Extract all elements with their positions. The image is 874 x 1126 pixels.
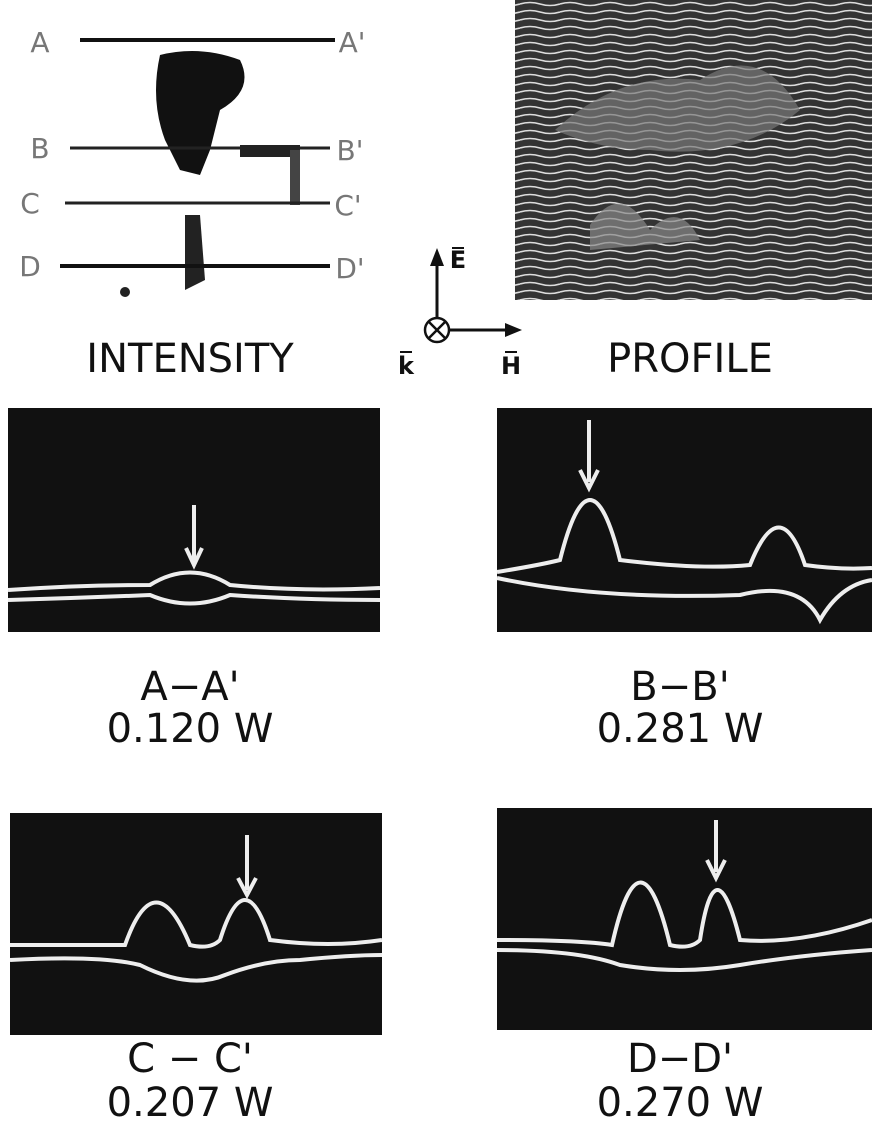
line-right-label: D' [335, 252, 364, 285]
cut-label: D−D' [627, 1036, 733, 1082]
profile-label: PROFILE [607, 336, 773, 382]
trace-panel [7, 408, 381, 632]
trace-panel [496, 808, 873, 1030]
line-left-label: B [30, 132, 49, 165]
cut-label: C − C' [127, 1036, 253, 1082]
line-right-label: A' [339, 26, 366, 59]
cut-label: A−A' [140, 664, 239, 710]
line-left-label: A [30, 26, 49, 59]
profile-image [515, 0, 872, 300]
line-left-label: C [20, 187, 40, 220]
cut-label: B−B' [630, 664, 729, 710]
intensity-label: INTENSITY [86, 336, 294, 382]
e-field-label: E [450, 246, 466, 274]
trace-panel [9, 813, 383, 1035]
line-right-label: B' [337, 134, 364, 167]
h-field-label: H [501, 352, 521, 380]
field-axes [400, 247, 522, 353]
line-right-label: C' [334, 189, 361, 222]
power-label: 0.207 W [107, 1080, 274, 1126]
line-left-label: D [19, 250, 41, 283]
power-label: 0.281 W [597, 706, 764, 752]
k-vector-label: k [398, 352, 415, 380]
intensity-image: A A' B B' C C' D D' [19, 26, 365, 297]
power-label: 0.270 W [597, 1080, 764, 1126]
power-label: 0.120 W [107, 706, 274, 752]
trace-panel [496, 408, 873, 632]
